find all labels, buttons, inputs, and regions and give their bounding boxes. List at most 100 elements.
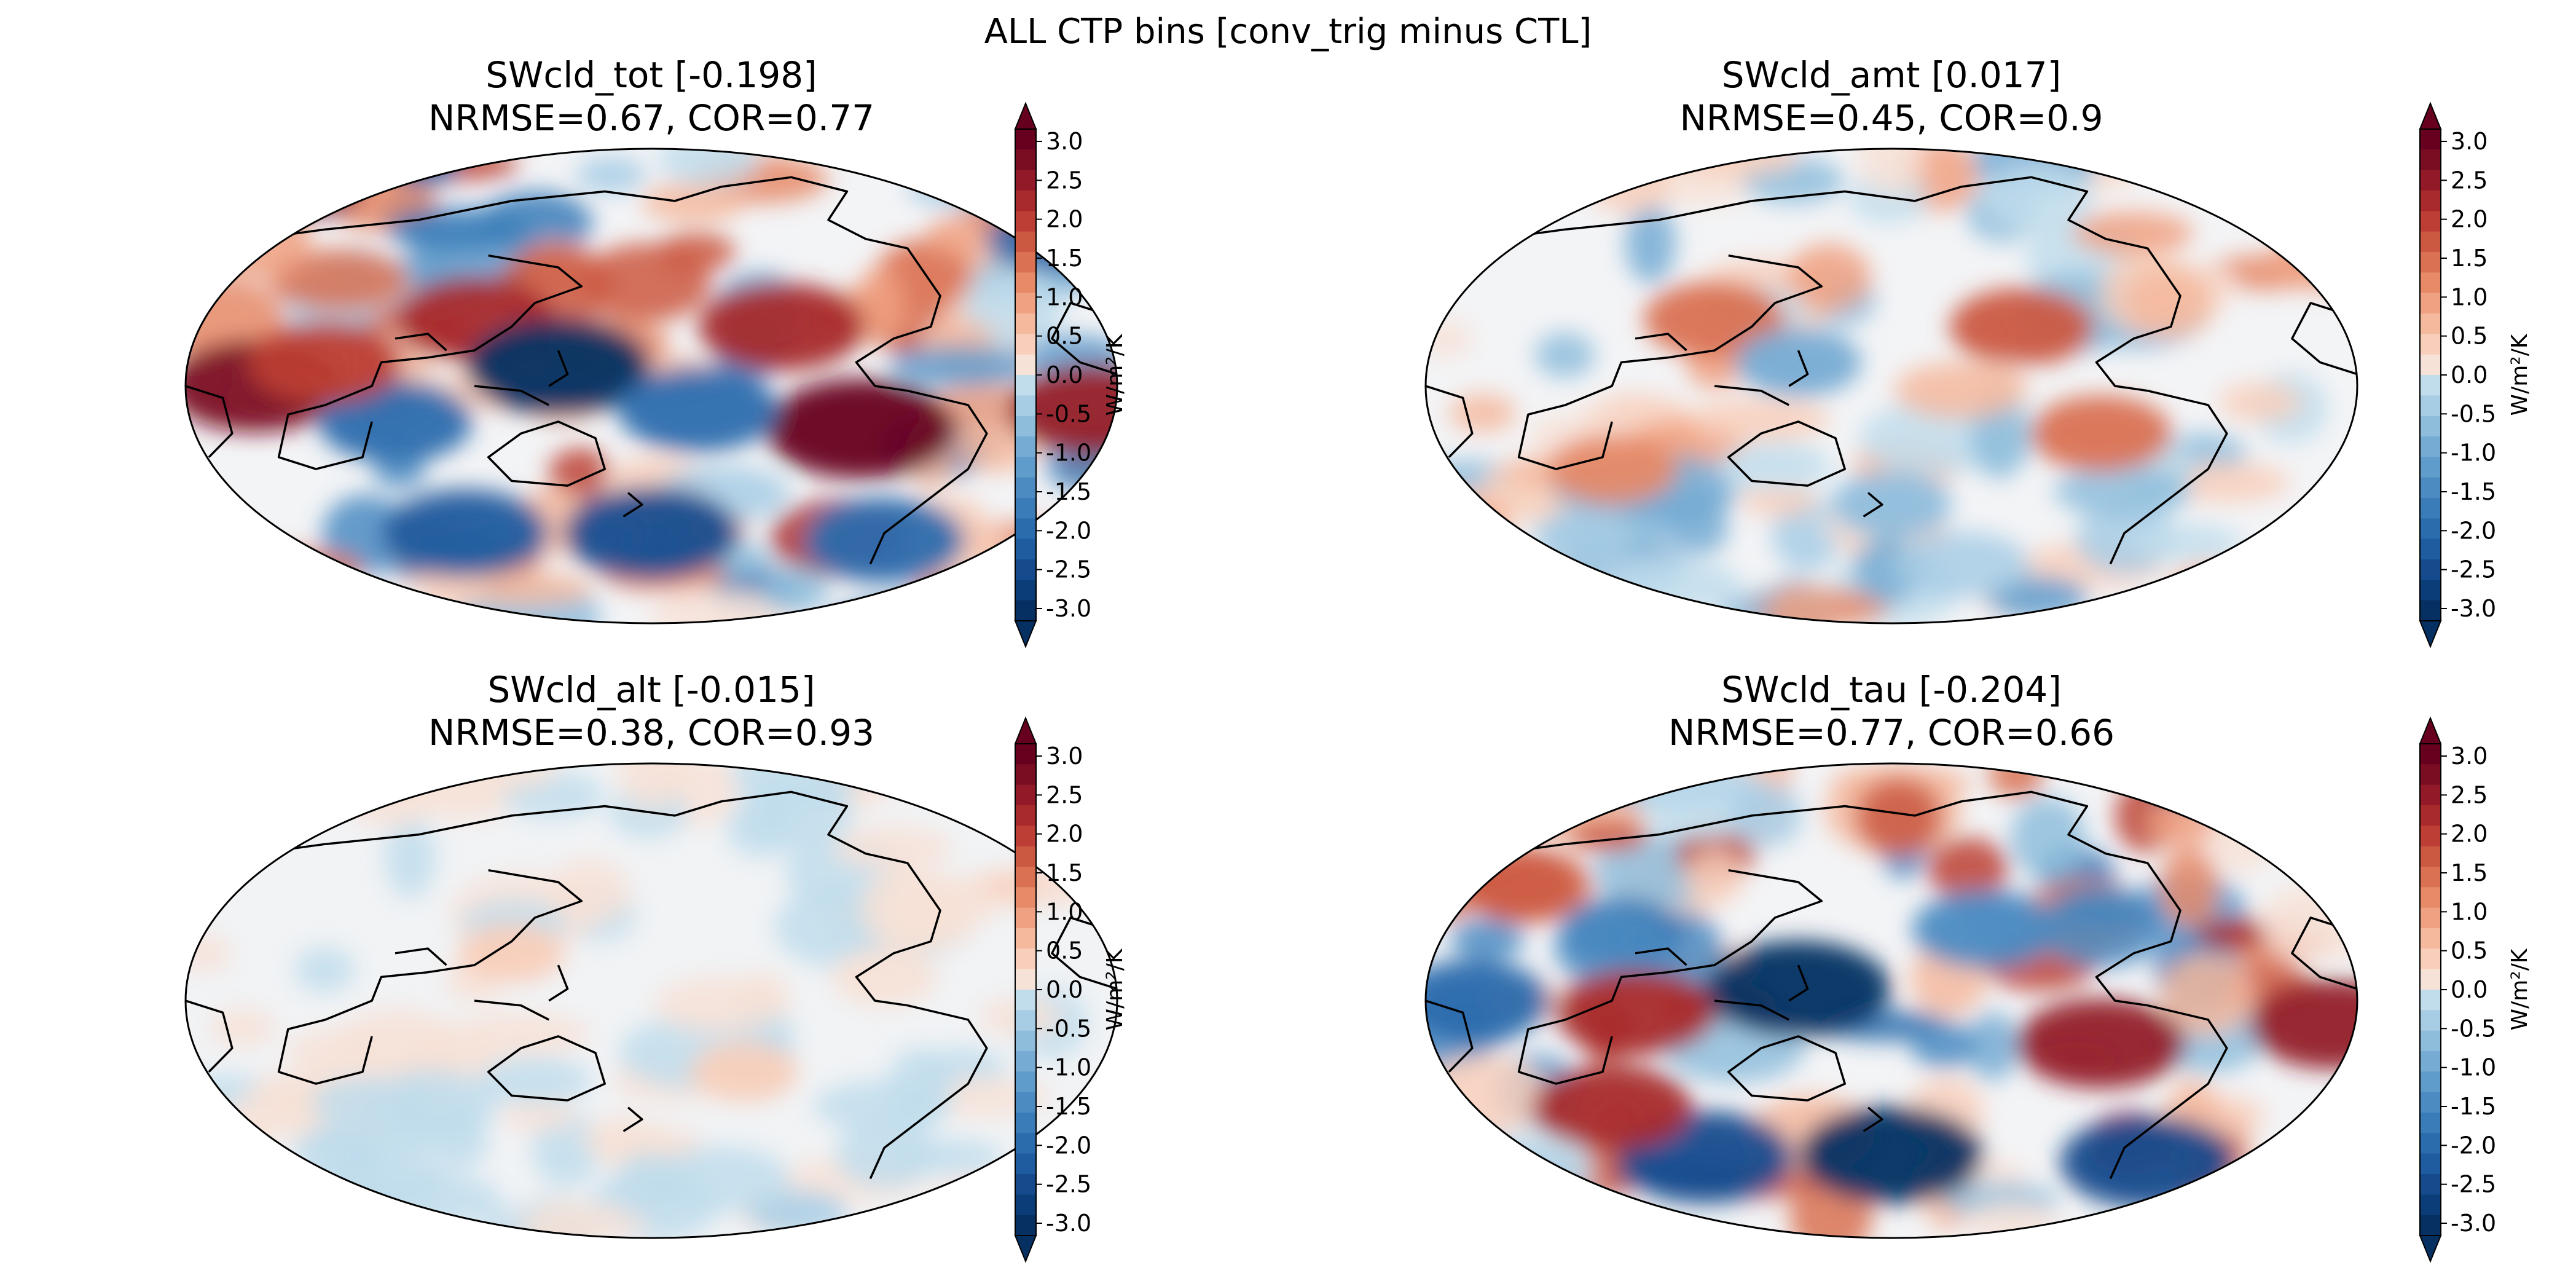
colorbar-tick-label: -2.5 bbox=[1046, 1171, 1091, 1198]
colorbar-segment bbox=[1015, 129, 1036, 150]
colorbar-tick-label: 1.5 bbox=[1046, 245, 1083, 272]
colorbar-segment bbox=[1015, 846, 1036, 867]
colorbar-segment bbox=[1015, 252, 1036, 273]
colorbar-segment bbox=[1015, 1153, 1036, 1175]
anomaly-blob bbox=[1668, 501, 1729, 555]
coastline bbox=[1051, 916, 1117, 990]
anomaly-blob bbox=[2151, 763, 2290, 800]
colorbar-extend-min bbox=[2419, 1235, 2442, 1263]
anomaly-blob bbox=[582, 1116, 660, 1160]
colorbar-segment bbox=[1015, 1010, 1036, 1031]
anomaly-blob bbox=[1855, 778, 1943, 856]
colorbar-tick-label: -2.5 bbox=[2451, 556, 2496, 583]
colorbar-segment bbox=[2420, 907, 2441, 929]
anomaly-blob bbox=[1568, 819, 1649, 852]
anomaly-blob bbox=[297, 1121, 389, 1194]
colorbar-tick-label: -1.5 bbox=[2451, 478, 2496, 505]
anomaly-blob bbox=[1464, 1183, 1596, 1228]
anomaly-blob bbox=[428, 1116, 489, 1170]
anomaly-blob bbox=[186, 1196, 315, 1238]
colorbar-segment bbox=[2420, 538, 2441, 560]
anomaly-blob bbox=[1500, 149, 1630, 187]
anomaly-blob bbox=[618, 763, 685, 810]
anomaly-blob bbox=[387, 207, 527, 252]
map-boundary bbox=[1424, 762, 2358, 1239]
colorbar-segment bbox=[2420, 846, 2441, 867]
anomaly-blob bbox=[1740, 484, 1817, 517]
panel-title: SWcld_alt [-0.015] bbox=[487, 669, 815, 711]
colorbar-extend-max bbox=[1014, 101, 1037, 130]
colorbar-label: W/m²/K bbox=[1102, 948, 1128, 1030]
colorbar-segment bbox=[2420, 1113, 2441, 1133]
anomaly-blob bbox=[1965, 1201, 2058, 1238]
anomaly-blob bbox=[311, 1076, 430, 1127]
anomaly-blob bbox=[186, 1161, 269, 1232]
colorbar-segment bbox=[1015, 887, 1036, 909]
colorbar-segment bbox=[2420, 313, 2441, 334]
colorbar-segment bbox=[1015, 1194, 1036, 1216]
anomaly-blob bbox=[260, 763, 390, 802]
colorbar-segment bbox=[1015, 1133, 1036, 1154]
anomaly-feature bbox=[1426, 960, 1549, 1042]
colorbar-tick-label: -2.5 bbox=[2451, 1171, 2496, 1198]
anomaly-blob bbox=[186, 1105, 273, 1172]
anomaly-blob bbox=[218, 763, 276, 795]
colorbar-tick-label: -3.0 bbox=[2451, 1210, 2496, 1237]
colorbar-segment bbox=[2420, 375, 2441, 396]
colorbar-tick-label: 0.0 bbox=[1046, 361, 1083, 388]
colorbar-tick-label: -2.5 bbox=[1046, 556, 1091, 583]
colorbar-segment bbox=[2420, 948, 2441, 970]
anomaly-blob bbox=[1588, 156, 1672, 214]
colorbar-segment bbox=[2420, 867, 2441, 888]
coastline bbox=[1727, 1035, 1846, 1102]
coastline bbox=[1727, 420, 1846, 487]
colorbar-tick-label: 2.0 bbox=[2451, 206, 2488, 233]
anomaly-feature bbox=[1949, 288, 2094, 366]
anomaly-blob bbox=[2075, 503, 2175, 574]
coastline bbox=[277, 869, 583, 1085]
colorbar-tick-label: 2.0 bbox=[1046, 206, 1083, 233]
map-boundary bbox=[184, 762, 1118, 1239]
colorbar-segment bbox=[1015, 928, 1036, 949]
colorbar-tick-label: 2.5 bbox=[2451, 781, 2488, 808]
anomaly-feature bbox=[318, 380, 473, 463]
anomaly-feature bbox=[248, 321, 402, 404]
anomaly-blob bbox=[2219, 382, 2303, 422]
colorbar-segment bbox=[2420, 231, 2441, 253]
colorbar-extend-max bbox=[1014, 716, 1037, 744]
anomaly-blob bbox=[1506, 1174, 1581, 1216]
colorbar-extend-min bbox=[1014, 620, 1037, 648]
colorbar-segment bbox=[1015, 907, 1036, 929]
colorbar-segment bbox=[1015, 191, 1036, 211]
colorbar-segment bbox=[1015, 867, 1036, 888]
anomaly-blob bbox=[1984, 163, 2094, 232]
coastline bbox=[2291, 916, 2357, 990]
colorbar-tick-label: 0.5 bbox=[2451, 323, 2488, 350]
colorbar-tick-label: 2.5 bbox=[1046, 167, 1083, 194]
anomaly-blob bbox=[454, 572, 594, 606]
coastline bbox=[1788, 350, 1809, 387]
colorbar-tick-label: -3.0 bbox=[2451, 595, 2496, 622]
anomaly-blob bbox=[1787, 243, 1871, 312]
colorbar: 3.0 2.5 2.0 1.5 1.0 0.5 0.0 -0.5 -1.0 -1.5 -2.0 -2.… bbox=[1014, 716, 1128, 1263]
anomaly-blob bbox=[229, 550, 364, 588]
anomaly-feature bbox=[1799, 1106, 1984, 1204]
anomaly-blob bbox=[205, 199, 311, 279]
anomaly-blob bbox=[2204, 803, 2277, 872]
anomaly-blob bbox=[832, 826, 953, 870]
anomaly-blob bbox=[1426, 1133, 1512, 1185]
colorbar-tick-label: 0.5 bbox=[2451, 937, 2488, 964]
map-area bbox=[1426, 149, 2357, 623]
anomaly-blob bbox=[2151, 763, 2218, 807]
colorbar-segment bbox=[2420, 1092, 2441, 1113]
colorbar-segment bbox=[2420, 1051, 2441, 1072]
colorbar-segment bbox=[1015, 948, 1036, 970]
coastline bbox=[1635, 333, 1687, 352]
colorbar-segment bbox=[1015, 764, 1036, 786]
colorbar-segment bbox=[2420, 928, 2441, 949]
coastline bbox=[1714, 999, 1789, 1021]
coastline bbox=[548, 964, 569, 1002]
colorbar-segment bbox=[1015, 293, 1036, 314]
colorbar-segment bbox=[1015, 457, 1036, 478]
anomaly-feature bbox=[1643, 282, 1785, 358]
